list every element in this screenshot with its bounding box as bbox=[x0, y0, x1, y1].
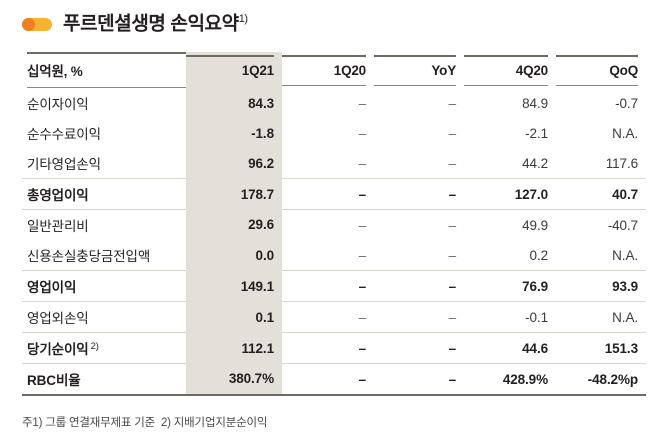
cell-yoy: – bbox=[374, 178, 464, 210]
cell-qoq: 151.3 bbox=[556, 332, 646, 364]
cell-1q20: – bbox=[282, 332, 374, 364]
cell-qoq: -48.2%p bbox=[556, 363, 646, 396]
cell-1q20: – bbox=[282, 270, 374, 302]
row-label: 영업이익 bbox=[22, 270, 186, 302]
cell-yoy: – bbox=[374, 363, 464, 396]
cell-4q20: 127.0 bbox=[464, 178, 556, 210]
page-title: 푸르덴셜생명 손익요약1) bbox=[22, 9, 248, 39]
financial-table-container: 십억원, % 1Q21 1Q20 YoY bbox=[22, 52, 646, 396]
cell-1q21: 29.6 bbox=[186, 209, 282, 240]
cell-1q20: – bbox=[358, 155, 367, 171]
column-header-4q20: 4Q20 bbox=[464, 52, 556, 88]
column-header-1q20: 1Q20 bbox=[282, 52, 374, 88]
cell-1q21: 112.1 bbox=[186, 332, 282, 364]
cell-1q21: 96.2 bbox=[186, 148, 282, 179]
table-row: 신용손실충당금전입액 0.0 – – 0.2 N.A. bbox=[22, 240, 646, 271]
cell-yoy: – bbox=[374, 301, 464, 333]
row-label: 일반관리비 bbox=[27, 219, 89, 234]
row-label: 총영업이익 bbox=[22, 178, 186, 210]
row-label: 영업외손익 bbox=[22, 301, 186, 333]
cell-yoy: – bbox=[374, 332, 464, 364]
cell-qoq: 93.9 bbox=[556, 270, 646, 302]
row-label: 순수수료이익 bbox=[27, 127, 101, 142]
cell-4q20: 428.9% bbox=[464, 363, 556, 396]
cell-1q21: -1.8 bbox=[186, 118, 282, 148]
cell-1q20: – bbox=[358, 95, 367, 111]
cell-1q20: – bbox=[282, 301, 374, 333]
cell-yoy: – bbox=[448, 155, 457, 171]
cell-yoy: – bbox=[448, 95, 457, 111]
cell-qoq: N.A. bbox=[612, 125, 638, 141]
table-row: 기타영업손익 96.2 – – 44.2 117.6 bbox=[22, 148, 646, 179]
table-header: 십억원, % 1Q21 1Q20 YoY bbox=[22, 52, 646, 88]
cell-1q21: 0.1 bbox=[186, 301, 282, 333]
column-header-unit: 십억원, % bbox=[22, 52, 186, 88]
page-title-label: 푸르덴셜생명 손익요약 bbox=[63, 13, 239, 35]
financial-table: 십억원, % 1Q21 1Q20 YoY bbox=[22, 52, 646, 396]
cell-1q20: – bbox=[358, 125, 367, 141]
row-label: 당기순이익 2) bbox=[22, 332, 186, 364]
cell-1q20: – bbox=[358, 247, 367, 263]
title-bullet-icon bbox=[22, 17, 52, 31]
cell-qoq: 117.6 bbox=[605, 155, 638, 171]
cell-4q20: 0.2 bbox=[529, 247, 549, 263]
table-row: 일반관리비 29.6 – – 49.9 -40.7 bbox=[22, 209, 646, 240]
cell-1q20: – bbox=[358, 217, 367, 233]
row-label: 신용손실충당금전입액 bbox=[27, 249, 151, 264]
cell-4q20: -2.1 bbox=[525, 125, 548, 141]
row-label-footnote-marker: 2) bbox=[90, 340, 99, 352]
cell-1q21: 149.1 bbox=[186, 270, 282, 302]
table-header-row: 십억원, % 1Q21 1Q20 YoY bbox=[22, 52, 646, 88]
page-title-text: 푸르덴셜생명 손익요약1) bbox=[63, 13, 248, 35]
column-header-1q21: 1Q21 bbox=[186, 52, 282, 88]
table-row-subtotal: 영업이익 149.1 – – 76.9 93.9 bbox=[22, 270, 646, 302]
column-header-qoq: QoQ bbox=[556, 52, 646, 88]
cell-1q21: 84.3 bbox=[186, 88, 282, 118]
table-row-rbc: RBC비율 380.7% – – 428.9% -48.2%p bbox=[22, 363, 646, 396]
cell-yoy: – bbox=[448, 247, 457, 263]
cell-yoy: – bbox=[448, 217, 457, 233]
cell-1q21: 380.7% bbox=[186, 363, 282, 396]
cell-4q20: 44.2 bbox=[522, 155, 548, 171]
cell-qoq: N.A. bbox=[612, 247, 638, 263]
row-label: 순이자이익 bbox=[27, 97, 89, 112]
cell-1q20: – bbox=[282, 178, 374, 210]
cell-qoq: -0.7 bbox=[615, 95, 638, 111]
cell-qoq: N.A. bbox=[556, 301, 646, 333]
row-label: 기타영업손익 bbox=[27, 157, 101, 172]
column-header-yoy: YoY bbox=[374, 52, 464, 88]
cell-qoq: 40.7 bbox=[556, 178, 646, 210]
cell-4q20: 76.9 bbox=[464, 270, 556, 302]
table-row: 순이자이익 84.3 – – 84.9 -0.7 bbox=[22, 88, 646, 118]
table-row: 영업외손익 0.1 – – -0.1 N.A. bbox=[22, 301, 646, 333]
cell-4q20: 84.9 bbox=[522, 95, 548, 111]
cell-1q21: 178.7 bbox=[186, 178, 282, 210]
cell-4q20: -0.1 bbox=[464, 301, 556, 333]
cell-yoy: – bbox=[374, 270, 464, 302]
row-label: RBC비율 bbox=[22, 363, 186, 396]
table-row-subtotal: 총영업이익 178.7 – – 127.0 40.7 bbox=[22, 178, 646, 210]
cell-1q20: – bbox=[282, 363, 374, 396]
table-row-net-income: 당기순이익 2) 112.1 – – 44.6 151.3 bbox=[22, 332, 646, 364]
page-title-footnote-marker: 1) bbox=[238, 13, 248, 26]
cell-4q20: 44.6 bbox=[464, 332, 556, 364]
footnote: 주1) 그룹 연결재무제표 기준 2) 지배기업지분순이익 bbox=[22, 417, 268, 429]
table-body: 순이자이익 84.3 – – 84.9 -0.7 순수수료이익 -1.8 – –… bbox=[22, 88, 646, 396]
cell-4q20: 49.9 bbox=[522, 217, 548, 233]
cell-1q21: 0.0 bbox=[186, 240, 282, 271]
table-row: 순수수료이익 -1.8 – – -2.1 N.A. bbox=[22, 118, 646, 148]
cell-qoq: -40.7 bbox=[607, 217, 638, 233]
cell-yoy: – bbox=[448, 125, 457, 141]
